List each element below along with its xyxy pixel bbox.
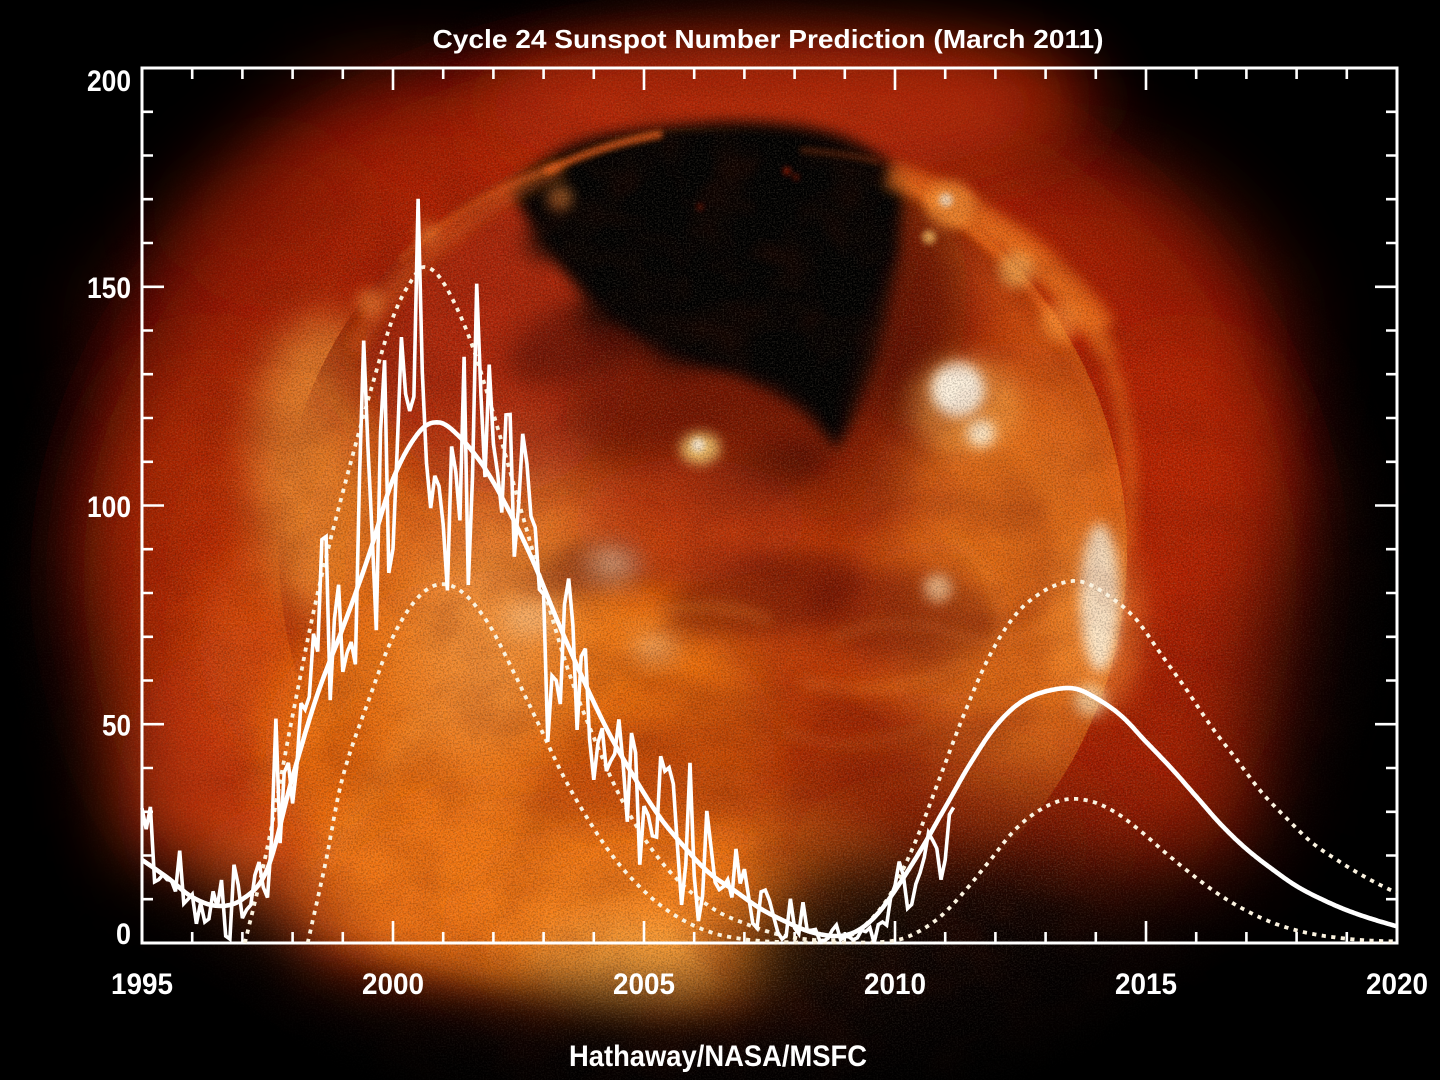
svg-text:Hathaway/NASA/MSFC: Hathaway/NASA/MSFC [569, 1040, 867, 1073]
svg-text:150: 150 [87, 272, 131, 305]
svg-text:50: 50 [102, 710, 131, 743]
svg-text:200: 200 [87, 65, 131, 98]
svg-text:2020: 2020 [1366, 968, 1428, 1001]
svg-text:2000: 2000 [362, 968, 424, 1001]
svg-text:2005: 2005 [613, 968, 675, 1001]
svg-text:2015: 2015 [1115, 968, 1177, 1001]
svg-text:0: 0 [116, 918, 131, 951]
svg-text:1995: 1995 [111, 968, 173, 1001]
svg-text:100: 100 [87, 491, 131, 524]
svg-text:Cycle 24 Sunspot Number Predic: Cycle 24 Sunspot Number Prediction (Marc… [433, 24, 1104, 54]
svg-text:2010: 2010 [864, 968, 926, 1001]
